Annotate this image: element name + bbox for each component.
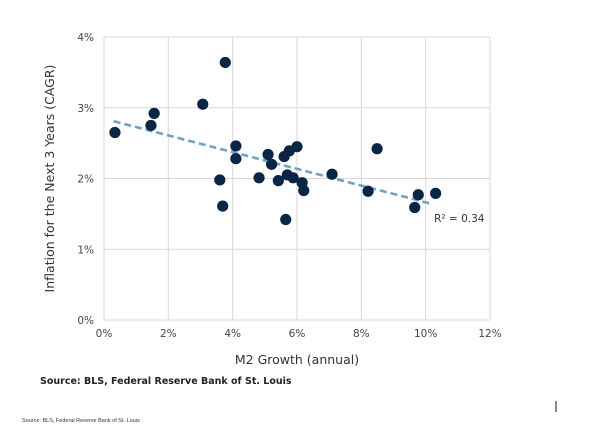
x-tick-label: 4% — [224, 328, 241, 340]
data-point — [362, 185, 374, 197]
y-tick-label: 1% — [77, 244, 94, 256]
data-point — [265, 158, 278, 170]
y-tick-labels: 0% 1% 2% 3% 4% — [77, 32, 94, 327]
r-squared-label: R² = 0.34 — [434, 213, 485, 225]
y-tick-label: 0% — [77, 315, 94, 327]
text-cursor — [555, 401, 557, 412]
y-tick-label: 2% — [77, 174, 94, 186]
data-point — [287, 172, 299, 184]
data-point — [430, 187, 442, 199]
data-point — [230, 140, 242, 152]
data-point — [280, 213, 292, 226]
data-point — [253, 172, 265, 184]
data-point — [217, 200, 229, 212]
footer-source: Source: BLS, Federal Reserve Bank of St.… — [22, 418, 140, 424]
data-point — [109, 126, 121, 139]
data-points — [109, 56, 442, 226]
data-point — [219, 56, 231, 69]
x-tick-label: 0% — [96, 328, 113, 340]
x-tick-labels: 0% 2% 4% 6% 8% 10% 12% — [96, 328, 502, 340]
y-axis-title: Inflation for the Next 3 Years (CAGR) — [42, 65, 57, 293]
data-point — [291, 141, 303, 153]
data-point — [197, 98, 209, 110]
y-tick-label: 4% — [77, 32, 94, 44]
x-axis-title: M2 Growth (annual) — [235, 352, 359, 367]
data-point — [272, 175, 284, 187]
x-tick-label: 2% — [160, 328, 177, 340]
data-point — [145, 119, 157, 132]
x-tick-label: 10% — [414, 328, 437, 340]
data-point — [371, 143, 383, 155]
data-point — [298, 184, 310, 197]
data-point — [148, 107, 160, 120]
data-point — [262, 148, 274, 161]
data-point — [412, 189, 424, 201]
data-point — [326, 168, 338, 180]
y-tick-label: 3% — [77, 103, 94, 115]
x-tick-label: 6% — [289, 328, 306, 340]
data-point — [214, 174, 226, 186]
gridlines — [103, 36, 491, 321]
x-tick-label: 12% — [478, 328, 501, 340]
chart-source: Source: BLS, Federal Reserve Bank of St.… — [40, 376, 292, 387]
x-tick-label: 8% — [353, 328, 370, 340]
data-point — [230, 153, 242, 165]
data-point — [409, 201, 421, 214]
